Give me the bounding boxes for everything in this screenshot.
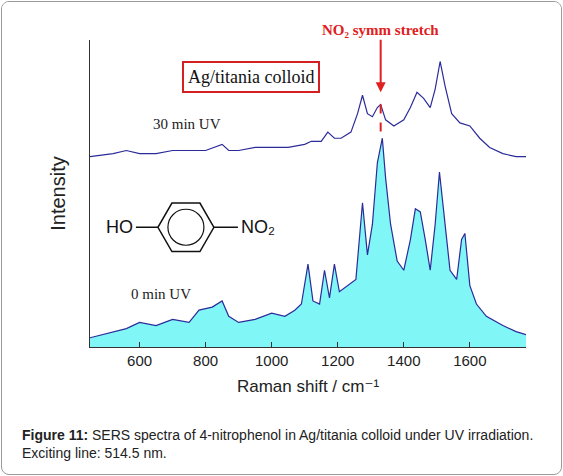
svg-text:1000: 1000: [255, 352, 288, 369]
svg-text:NO₂: NO₂: [241, 217, 275, 237]
svg-text:NO₂ symm stretch: NO₂ symm stretch: [322, 22, 439, 38]
svg-text:HO: HO: [106, 217, 133, 237]
svg-text:0 min UV: 0 min UV: [131, 286, 191, 302]
svg-text:800: 800: [193, 352, 218, 369]
svg-text:Raman shift / cm⁻¹: Raman shift / cm⁻¹: [237, 377, 380, 396]
html-text:Figure 11: SERS spectra of 4-n: Figure 11: SERS spectra of 4-nitrophenol…: [22, 427, 534, 461]
svg-text:1200: 1200: [321, 352, 354, 369]
svg-text:Ag/titania colloid: Ag/titania colloid: [188, 67, 314, 87]
svg-text:1400: 1400: [387, 352, 420, 369]
svg-text:600: 600: [127, 352, 152, 369]
svg-text:30 min UV: 30 min UV: [153, 116, 221, 132]
svg-text:1600: 1600: [453, 352, 486, 369]
svg-text:Intensity: Intensity: [47, 156, 69, 230]
